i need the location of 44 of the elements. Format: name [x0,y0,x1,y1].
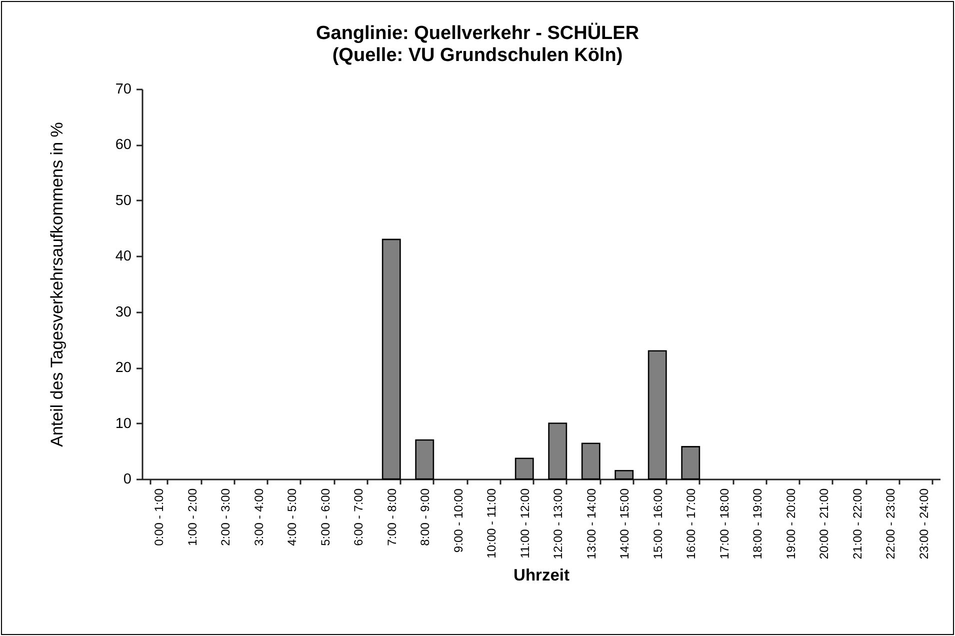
x-axis-title: Uhrzeit [514,566,570,584]
x-tick-label: 9:00 - 10:00 [451,488,466,553]
y-tick-label: 70 [115,82,132,98]
x-tick-label: 3:00 - 4:00 [252,488,266,546]
x-tick-label: 20:00 - 21:00 [817,488,832,560]
y-tick-label: 60 [115,137,132,154]
x-tick-label: 23:00 - 24:00 [916,488,931,560]
bar [415,439,434,480]
x-tick-label: 12:00 - 13:00 [551,488,566,560]
x-tick-label: 11:00 - 12:00 [518,488,532,558]
x-tick-label: 22:00 - 23:00 [884,488,898,560]
x-tick-label: 10:00 - 11:00 [484,488,499,558]
x-tick-label: 6:00 - 7:00 [352,488,366,546]
y-tick-label: 20 [115,360,132,376]
y-tick-label: 40 [115,248,132,265]
bar [614,470,634,480]
bar [514,458,534,480]
x-tick-label: 1:00 - 2:00 [185,488,200,546]
x-tick-label: 13:00 - 14:00 [584,488,598,560]
x-tick-label: 15:00 - 16:00 [650,488,665,560]
bar [648,350,667,480]
x-tick-label: 17:00 - 18:00 [717,488,732,560]
x-tick-label: 16:00 - 17:00 [684,488,698,560]
x-tick-label: 7:00 - 8:00 [384,488,399,546]
x-tick-label: 19:00 - 20:00 [784,488,798,560]
chart-subtitle: (Quelle: VU Grundschulen Köln) [332,45,623,66]
x-tick-label: 0:00 - 1:00 [152,488,166,546]
y-axis-title: Anteil des Tagesverkehrsaufkommens in % [48,122,66,447]
bar [581,442,600,480]
y-tick-label: 0 [123,472,132,488]
x-tick-label: 2:00 - 3:00 [218,488,233,546]
chart-title: Ganglinie: Quellverkehr - SCHÜLER [316,22,640,44]
x-tick-label: 8:00 - 9:00 [418,488,432,546]
x-tick-label: 14:00 - 15:00 [618,488,632,560]
x-tick-label: 18:00 - 19:00 [750,488,765,560]
bar [548,422,568,480]
x-tick-label: 5:00 - 6:00 [318,488,332,546]
x-tick-label: 21:00 - 22:00 [850,488,864,560]
bar [382,238,401,480]
bar [681,446,700,480]
y-tick-label: 50 [115,192,132,209]
x-tick-label: 4:00 - 5:00 [285,488,300,546]
y-tick-label: 30 [115,304,132,320]
y-tick-label: 10 [115,416,132,432]
